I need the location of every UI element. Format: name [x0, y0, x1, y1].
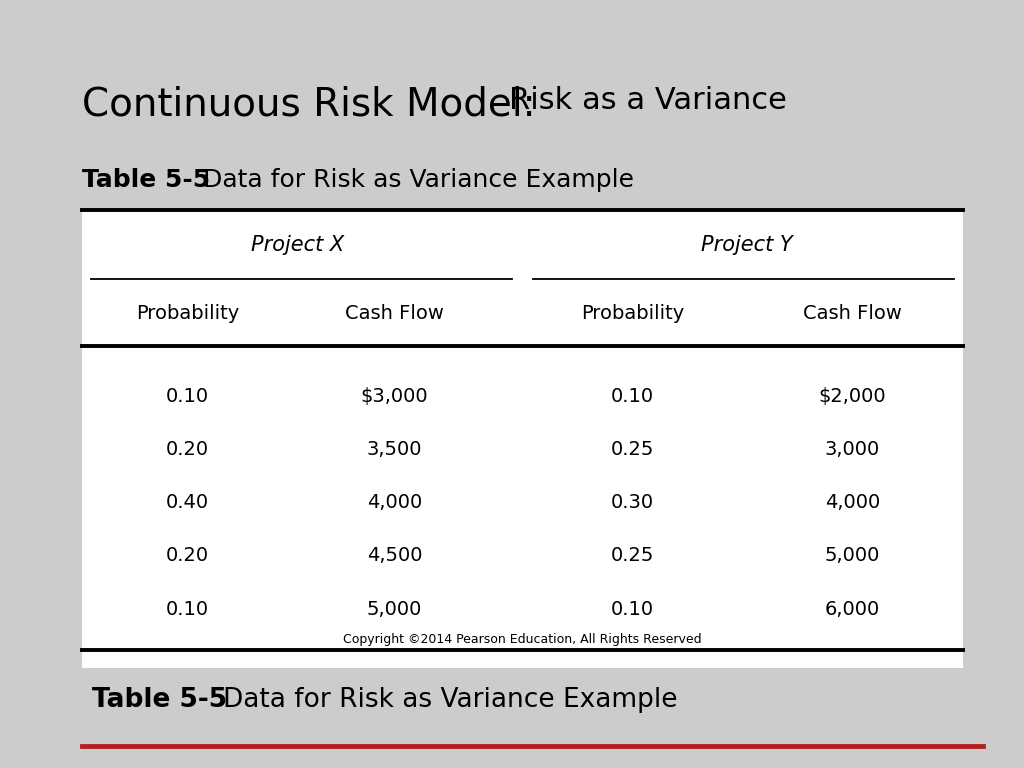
Text: 0.25: 0.25 — [610, 546, 654, 565]
Text: Copyright ©2014 Pearson Education, All Rights Reserved: Copyright ©2014 Pearson Education, All R… — [343, 634, 701, 647]
Text: 3,000: 3,000 — [825, 440, 880, 458]
Text: 0.30: 0.30 — [610, 493, 654, 512]
Text: 0.20: 0.20 — [166, 546, 209, 565]
Text: 0.10: 0.10 — [610, 600, 654, 618]
Text: $3,000: $3,000 — [360, 386, 428, 406]
Text: Probability: Probability — [136, 304, 240, 323]
Text: 0.10: 0.10 — [610, 386, 654, 406]
Text: 0.20: 0.20 — [166, 440, 209, 458]
Text: 4,000: 4,000 — [367, 493, 422, 512]
Text: 6,000: 6,000 — [825, 600, 880, 618]
Text: Cash Flow: Cash Flow — [803, 304, 902, 323]
Text: 0.10: 0.10 — [166, 386, 209, 406]
Text: 5,000: 5,000 — [367, 600, 422, 618]
Text: $2,000: $2,000 — [818, 386, 887, 406]
Text: 5,000: 5,000 — [824, 546, 881, 565]
Text: Project Y: Project Y — [701, 235, 793, 255]
Text: 0.40: 0.40 — [166, 493, 209, 512]
Text: 4,500: 4,500 — [367, 546, 422, 565]
Text: Data for Risk as Variance Example: Data for Risk as Variance Example — [204, 168, 635, 193]
FancyBboxPatch shape — [82, 210, 963, 668]
Text: 4,000: 4,000 — [825, 493, 880, 512]
Text: Continuous Risk Model:: Continuous Risk Model: — [82, 86, 536, 124]
Text: 0.25: 0.25 — [610, 440, 654, 458]
Text: 3,500: 3,500 — [367, 440, 422, 458]
Text: Risk as a Variance: Risk as a Variance — [509, 86, 786, 114]
Text: Project X: Project X — [251, 235, 344, 255]
Text: Table 5-5: Table 5-5 — [82, 168, 227, 193]
Text: Data for Risk as Variance Example: Data for Risk as Variance Example — [223, 687, 678, 713]
Text: 0.10: 0.10 — [166, 600, 209, 618]
Text: Cash Flow: Cash Flow — [345, 304, 444, 323]
Text: Table 5-5: Table 5-5 — [92, 687, 227, 713]
Text: Probability: Probability — [581, 304, 684, 323]
